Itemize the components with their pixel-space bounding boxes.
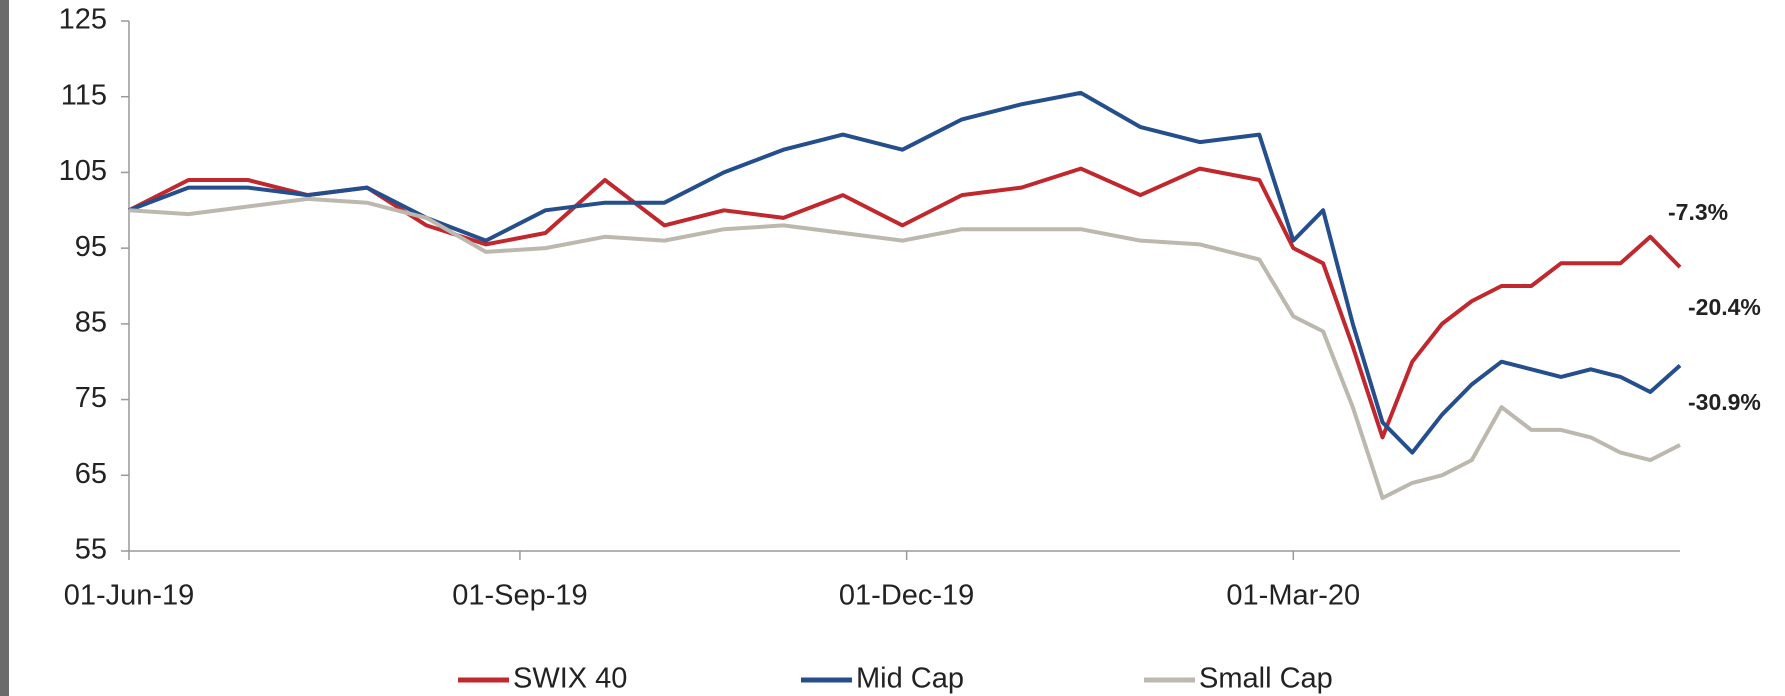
y-tick-label: 55 — [75, 534, 107, 566]
legend-label: Mid Cap — [856, 663, 964, 695]
y-tick-label: 95 — [75, 231, 107, 263]
series-line — [128, 90, 1682, 455]
y-tick-label: 105 — [59, 155, 107, 187]
series-line — [128, 196, 1681, 500]
y-tick-label: 115 — [61, 79, 107, 111]
annotation: -30.9% — [1688, 389, 1761, 415]
x-tick-label: 01-Mar-20 — [1226, 580, 1360, 612]
annotation: -20.4% — [1688, 294, 1761, 320]
side-bar — [0, 0, 9, 696]
legend-label: SWIX 40 — [513, 663, 627, 695]
x-tick-label: 01-Sep-19 — [452, 580, 587, 612]
x-tick-label: 01-Jun-19 — [64, 580, 195, 612]
y-tick-label: 85 — [75, 307, 107, 339]
legend-label: Small Cap — [1199, 663, 1333, 695]
series-line — [128, 166, 1682, 440]
y-tick-label: 65 — [75, 458, 107, 490]
annotation: -7.3% — [1668, 199, 1728, 225]
y-tick-label: 125 — [59, 4, 107, 36]
x-tick-label: 01-Dec-19 — [839, 580, 974, 612]
y-tick-label: 75 — [75, 382, 107, 414]
